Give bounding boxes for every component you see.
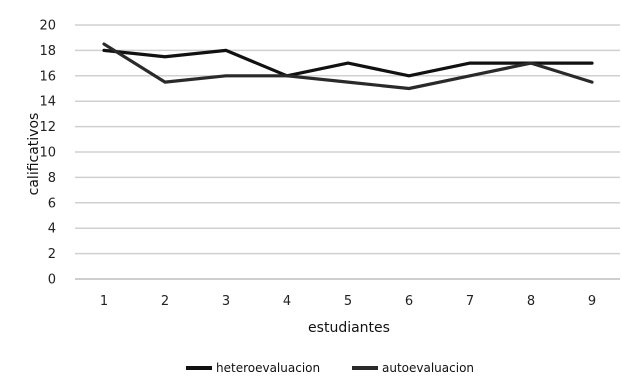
y-tick-label: 0 <box>48 273 56 288</box>
x-tick-label: 4 <box>283 294 291 309</box>
x-tick-label: 1 <box>100 294 108 309</box>
x-tick-label: 8 <box>527 294 535 309</box>
x-tick-label: 2 <box>161 294 169 309</box>
y-tick-label: 4 <box>48 222 56 237</box>
y-tick-label: 18 <box>39 44 56 59</box>
y-tick-label: 20 <box>39 19 56 34</box>
y-axis-title: calificativos <box>26 113 42 196</box>
y-tick-label: 6 <box>48 196 56 211</box>
x-axis-title: estudiantes <box>308 320 390 336</box>
y-tick-label: 14 <box>39 95 56 110</box>
x-tick-label: 7 <box>466 294 474 309</box>
y-tick-label: 8 <box>48 171 56 186</box>
legend: heteroevaluacion autoevaluacion <box>186 361 474 375</box>
y-tick-label: 2 <box>48 247 56 262</box>
x-tick-label: 9 <box>588 294 596 309</box>
legend-label-heteroevaluacion: heteroevaluacion <box>216 361 320 375</box>
x-tick-label: 6 <box>405 294 413 309</box>
y-tick-label: 16 <box>39 69 56 84</box>
x-tick-label: 5 <box>344 294 352 309</box>
x-axis-ticks: 1 2 3 4 5 6 7 8 9 <box>100 294 596 309</box>
x-tick-label: 3 <box>222 294 230 309</box>
legend-label-autoevaluacion: autoevaluacion <box>382 361 474 375</box>
